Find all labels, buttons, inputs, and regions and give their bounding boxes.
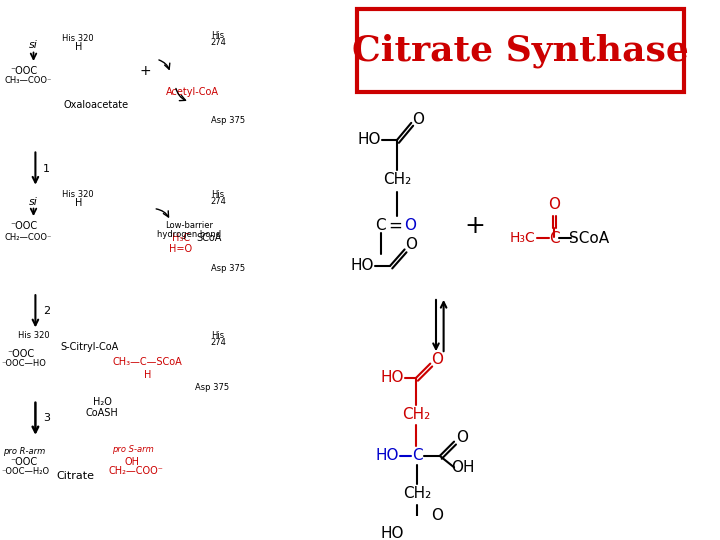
Text: His: His bbox=[212, 190, 225, 199]
Text: C: C bbox=[549, 231, 559, 246]
Text: His 320: His 320 bbox=[18, 330, 49, 340]
Text: Citrate: Citrate bbox=[56, 471, 94, 481]
Text: H: H bbox=[144, 370, 151, 380]
Text: CH₃—C—SCoA: CH₃—C—SCoA bbox=[113, 357, 183, 367]
Text: 3: 3 bbox=[43, 413, 50, 423]
Text: H₂O: H₂O bbox=[93, 397, 112, 407]
Text: CH₂—COO⁻: CH₂—COO⁻ bbox=[4, 233, 52, 241]
Text: Asp 375: Asp 375 bbox=[210, 117, 245, 125]
Text: C: C bbox=[412, 448, 423, 463]
Text: H=O: H=O bbox=[169, 245, 192, 254]
Text: SCoA: SCoA bbox=[569, 231, 609, 246]
Text: H: H bbox=[75, 42, 82, 52]
Text: S-Citryl-CoA: S-Citryl-CoA bbox=[60, 342, 118, 353]
Text: Asp 375: Asp 375 bbox=[210, 264, 245, 273]
Text: ⁻OOC: ⁻OOC bbox=[10, 65, 37, 76]
Text: =: = bbox=[388, 217, 402, 235]
Text: CH₂—COO⁻: CH₂—COO⁻ bbox=[109, 466, 163, 476]
Bar bbox=[357, 9, 684, 92]
Text: +: + bbox=[464, 214, 485, 238]
Text: 1: 1 bbox=[43, 164, 50, 173]
Text: si: si bbox=[29, 197, 38, 207]
Text: HO: HO bbox=[351, 258, 374, 273]
Text: H₃C: H₃C bbox=[172, 233, 190, 243]
Text: Low-barrier: Low-barrier bbox=[166, 221, 214, 230]
Text: O: O bbox=[405, 218, 416, 233]
Text: H₃C: H₃C bbox=[510, 231, 536, 245]
Text: CH₂: CH₂ bbox=[402, 407, 430, 422]
Text: HO: HO bbox=[380, 526, 404, 540]
Text: HO: HO bbox=[380, 370, 404, 386]
Text: Acetyl-CoA: Acetyl-CoA bbox=[166, 87, 219, 97]
Text: ⁻OOC: ⁻OOC bbox=[10, 457, 37, 467]
Text: si: si bbox=[29, 40, 38, 50]
Text: CoASH: CoASH bbox=[86, 408, 118, 418]
Text: CH₃—COO⁻: CH₃—COO⁻ bbox=[4, 76, 52, 85]
Text: +: + bbox=[139, 64, 150, 78]
Text: ⁻OOC—HO: ⁻OOC—HO bbox=[1, 359, 46, 368]
Text: OH: OH bbox=[125, 457, 140, 467]
Text: Asp 375: Asp 375 bbox=[195, 383, 230, 392]
Text: O: O bbox=[548, 197, 560, 212]
Text: OH: OH bbox=[451, 460, 474, 475]
Text: 274: 274 bbox=[210, 338, 226, 347]
Text: ⁻OOC: ⁻OOC bbox=[10, 221, 37, 231]
Text: Oxaloacetate: Oxaloacetate bbox=[64, 100, 129, 110]
Text: O: O bbox=[431, 508, 443, 523]
Text: ⁻OOC—H₂O: ⁻OOC—H₂O bbox=[2, 467, 50, 476]
Text: O: O bbox=[412, 112, 424, 126]
Text: 2: 2 bbox=[43, 306, 50, 316]
Text: ⁻OOC: ⁻OOC bbox=[8, 349, 35, 359]
Text: His 320: His 320 bbox=[63, 33, 94, 43]
Text: His: His bbox=[212, 330, 225, 340]
Text: His: His bbox=[212, 31, 225, 40]
Text: His 320: His 320 bbox=[63, 190, 94, 199]
Text: 274: 274 bbox=[210, 38, 226, 48]
Text: HO: HO bbox=[358, 132, 381, 147]
Text: Citrate Synthase: Citrate Synthase bbox=[352, 33, 689, 68]
Text: CH₂: CH₂ bbox=[383, 172, 411, 187]
Text: C: C bbox=[376, 218, 386, 233]
Text: H: H bbox=[75, 198, 82, 208]
Text: SCoA: SCoA bbox=[196, 233, 221, 243]
Text: pro R-arm: pro R-arm bbox=[3, 447, 45, 456]
Text: HO: HO bbox=[376, 448, 399, 463]
Text: CH₂: CH₂ bbox=[403, 487, 431, 502]
Text: 274: 274 bbox=[210, 197, 226, 206]
Text: O: O bbox=[456, 430, 468, 445]
Text: O: O bbox=[431, 352, 443, 367]
Text: O: O bbox=[405, 237, 418, 252]
Text: pro S-arm: pro S-arm bbox=[112, 445, 153, 454]
Text: hydrogen bond: hydrogen bond bbox=[158, 230, 222, 239]
